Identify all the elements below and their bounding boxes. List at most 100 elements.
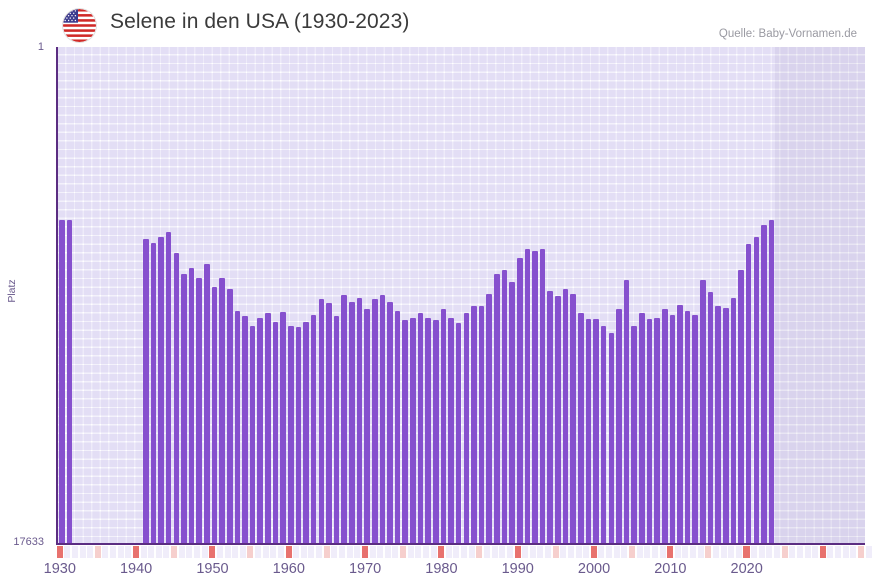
bar[interactable] <box>463 313 470 544</box>
bar[interactable] <box>242 316 248 544</box>
bar[interactable] <box>692 314 699 544</box>
bar[interactable] <box>142 238 149 544</box>
bar[interactable] <box>257 317 264 544</box>
bar[interactable] <box>684 310 691 544</box>
bar[interactable] <box>509 282 515 544</box>
bar[interactable] <box>593 318 599 544</box>
bar[interactable] <box>455 323 462 544</box>
bar[interactable] <box>295 327 302 544</box>
bar[interactable] <box>204 264 210 544</box>
bar[interactable] <box>646 318 653 544</box>
bar[interactable] <box>539 248 546 544</box>
bar[interactable] <box>59 220 65 544</box>
bar[interactable] <box>700 279 706 544</box>
decade-strip-cell <box>682 546 689 558</box>
bar[interactable] <box>516 258 523 544</box>
decade-strip-cell <box>400 546 407 558</box>
decade-strip-cell <box>644 546 651 558</box>
bar[interactable] <box>753 237 760 544</box>
bar[interactable] <box>173 252 180 544</box>
decade-strip-cell <box>484 546 491 558</box>
bar[interactable] <box>639 313 645 544</box>
y-axis-top-tick: 1 <box>37 41 44 53</box>
bar[interactable] <box>730 297 737 544</box>
decade-strip-cell <box>804 546 811 558</box>
bar[interactable] <box>494 273 500 544</box>
bar[interactable] <box>341 295 347 544</box>
bar[interactable] <box>707 292 714 544</box>
bar[interactable] <box>310 314 317 544</box>
bar[interactable] <box>249 326 256 544</box>
bar[interactable] <box>265 313 271 544</box>
bar[interactable] <box>440 309 447 544</box>
bar[interactable] <box>600 326 607 544</box>
bar[interactable] <box>669 314 676 544</box>
bar[interactable] <box>745 244 752 544</box>
bar[interactable] <box>661 309 668 544</box>
bar[interactable] <box>188 268 195 544</box>
decade-strip-cell <box>835 546 842 558</box>
bar[interactable] <box>471 306 477 544</box>
decade-strip-cell <box>209 546 216 558</box>
bar[interactable] <box>654 317 660 544</box>
bar[interactable] <box>417 313 424 544</box>
decade-strip-cell <box>308 546 315 558</box>
bar[interactable] <box>150 242 157 544</box>
bar[interactable] <box>379 295 386 544</box>
bar[interactable] <box>234 310 241 544</box>
bar[interactable] <box>486 293 492 544</box>
bar[interactable] <box>478 306 485 544</box>
bar[interactable] <box>738 269 744 544</box>
bar[interactable] <box>677 304 683 544</box>
bar[interactable] <box>349 302 355 544</box>
bar[interactable] <box>371 299 378 544</box>
bar[interactable] <box>715 306 721 544</box>
bar[interactable] <box>432 320 439 544</box>
bar[interactable] <box>326 303 332 544</box>
bar[interactable] <box>578 313 584 544</box>
decade-strip-cell <box>201 546 208 558</box>
bar[interactable] <box>333 316 340 544</box>
bar[interactable] <box>287 326 294 544</box>
bar[interactable] <box>501 269 508 544</box>
bar[interactable] <box>608 333 615 544</box>
bar[interactable] <box>394 310 401 544</box>
bar[interactable] <box>410 317 416 544</box>
bar[interactable] <box>280 311 286 544</box>
bar[interactable] <box>524 248 531 544</box>
bar[interactable] <box>165 231 172 544</box>
bar[interactable] <box>448 317 454 544</box>
decade-strip-cell <box>132 546 139 558</box>
bar[interactable] <box>555 296 561 544</box>
bar[interactable] <box>562 289 569 544</box>
bar[interactable] <box>723 307 729 544</box>
bar[interactable] <box>196 278 202 544</box>
bar[interactable] <box>425 317 431 544</box>
bar[interactable] <box>219 278 225 544</box>
bar[interactable] <box>547 290 554 544</box>
bar[interactable] <box>364 309 370 544</box>
bar[interactable] <box>761 224 767 544</box>
bar[interactable] <box>768 220 775 544</box>
bar[interactable] <box>570 293 576 544</box>
x-axis-tick-label: 1990 <box>501 561 534 577</box>
bar[interactable] <box>356 297 363 544</box>
bar[interactable] <box>631 326 637 544</box>
bar[interactable] <box>387 302 393 544</box>
decade-strip-cell <box>735 546 742 558</box>
bar[interactable] <box>211 286 218 544</box>
bar[interactable] <box>158 237 164 544</box>
bar[interactable] <box>226 289 233 544</box>
bar[interactable] <box>616 309 622 544</box>
bar[interactable] <box>318 299 325 544</box>
decade-strip-cell <box>720 546 727 558</box>
bar[interactable] <box>585 318 592 544</box>
bar[interactable] <box>303 321 309 544</box>
bar[interactable] <box>181 273 187 544</box>
bar[interactable] <box>272 321 279 544</box>
bar[interactable] <box>66 220 73 544</box>
bar[interactable] <box>402 320 409 544</box>
bar[interactable] <box>532 251 538 544</box>
chart-header: Selene in den USA (1930-2023) Quelle: Ba… <box>0 0 873 47</box>
bar[interactable] <box>623 279 630 544</box>
